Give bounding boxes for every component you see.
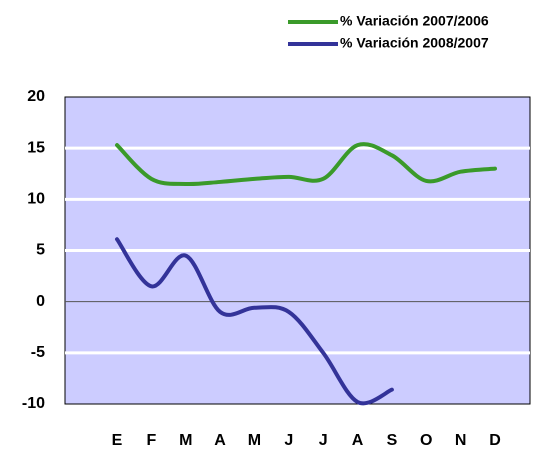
- x-tick-label: J: [284, 432, 293, 449]
- y-tick-label: 20: [27, 88, 45, 105]
- legend-label: % Variación 2008/2007: [340, 35, 489, 51]
- x-tick-label: N: [455, 432, 467, 449]
- y-tick-label: -10: [22, 395, 45, 412]
- x-tick-label: M: [179, 432, 192, 449]
- y-tick-label: 0: [36, 293, 45, 310]
- x-tick-label: A: [214, 432, 226, 449]
- x-tick-label: A: [352, 432, 364, 449]
- x-tick-label: D: [489, 432, 501, 449]
- x-tick-label: F: [146, 432, 156, 449]
- line-series: [115, 237, 394, 406]
- y-tick-label: 5: [36, 242, 45, 259]
- line-series: [115, 142, 497, 187]
- x-tick-label: S: [387, 432, 398, 449]
- x-tick-label: J: [319, 432, 328, 449]
- x-tick-label: E: [112, 432, 123, 449]
- x-tick-label: O: [420, 432, 432, 449]
- y-tick-label: 15: [27, 139, 45, 156]
- x-tick-label: M: [248, 432, 261, 449]
- legend-label: % Variación 2007/2006: [340, 13, 489, 29]
- y-tick-label: 10: [27, 191, 45, 208]
- y-tick-label: -5: [31, 344, 45, 361]
